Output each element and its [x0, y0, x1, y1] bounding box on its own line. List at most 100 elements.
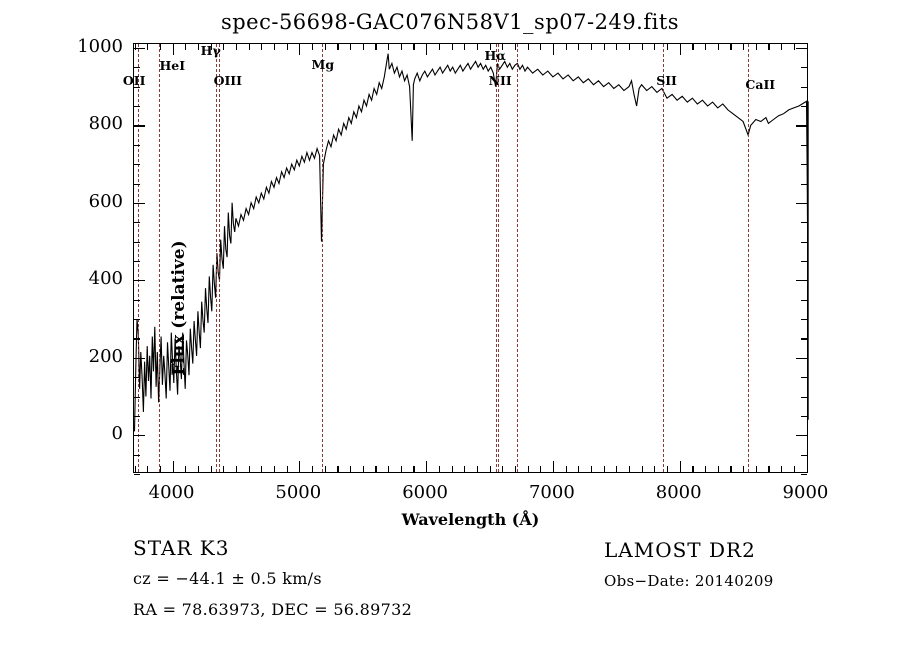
tick-mark	[438, 466, 440, 472]
tick-mark	[299, 461, 301, 472]
spectral-line-label-hγ: Hγ	[200, 43, 221, 58]
tick-mark	[185, 44, 187, 50]
tick-mark	[514, 466, 517, 472]
tick-mark	[717, 44, 719, 50]
tick-mark	[134, 435, 145, 437]
tick-mark	[134, 357, 145, 359]
tick-mark	[235, 44, 238, 50]
tick-mark	[312, 466, 314, 472]
tick-mark	[796, 47, 807, 50]
tick-mark	[578, 466, 580, 472]
tick-mark	[476, 466, 478, 472]
tick-mark	[793, 44, 795, 50]
tick-mark	[400, 466, 402, 472]
object-class-text: STAR K3	[133, 536, 230, 560]
tick-mark	[134, 164, 140, 166]
spectral-line-nii-marker	[495, 44, 497, 472]
spectral-line-label-hei: HeI	[159, 58, 186, 73]
page-title: spec-56698-GAC076N58V1_sp07-249.fits	[220, 10, 680, 34]
tick-mark	[527, 44, 529, 50]
tick-mark	[801, 222, 807, 224]
tick-mark	[185, 466, 187, 472]
spectral-line-label-oiii: OIII	[213, 73, 242, 88]
tick-mark	[413, 466, 415, 472]
x-tick-label-9000: 9000	[782, 482, 829, 503]
spectral-line-label-oii: OII	[122, 73, 146, 88]
spectral-line-sii-marker	[663, 44, 665, 472]
tick-mark	[134, 338, 140, 340]
tick-mark	[134, 377, 140, 379]
tick-mark	[248, 44, 250, 50]
spectral-line-hγ-marker	[215, 44, 217, 472]
tick-mark	[768, 44, 770, 50]
spectral-line-mg-marker	[321, 44, 323, 472]
tick-mark	[400, 44, 402, 50]
tick-mark	[172, 461, 174, 472]
tick-mark	[565, 44, 567, 50]
tick-mark	[565, 466, 567, 472]
tick-mark	[514, 44, 517, 50]
spectral-line-label-mg: Mg	[311, 57, 335, 72]
y-axis-label: Flux (relative)	[169, 240, 189, 376]
tick-mark	[147, 466, 149, 472]
tick-mark	[375, 44, 377, 50]
tick-mark	[667, 44, 669, 50]
x-tick-label-7000: 7000	[528, 482, 575, 503]
tick-mark	[134, 106, 140, 108]
tick-mark	[801, 474, 807, 476]
tick-mark	[590, 466, 593, 472]
spectral-line-oii-marker	[137, 44, 139, 472]
tick-mark	[159, 466, 162, 472]
y-tick-label-1000: 1000	[77, 35, 123, 57]
tick-mark	[801, 338, 807, 340]
tick-mark	[134, 183, 140, 185]
tick-mark	[134, 86, 140, 88]
spectrum-plot-area	[133, 43, 809, 476]
tick-mark	[337, 466, 339, 472]
tick-mark	[801, 299, 807, 301]
tick-mark	[134, 144, 140, 146]
tick-mark	[134, 67, 140, 69]
obs-date-text: Obs−Date: 20140209	[604, 572, 774, 590]
tick-mark	[274, 44, 276, 50]
tick-mark	[476, 44, 478, 50]
spectrum-flux-curve	[134, 53, 809, 432]
y-tick-label-600: 600	[88, 190, 123, 212]
tick-mark	[426, 461, 428, 472]
tick-mark	[197, 44, 200, 50]
tick-mark	[134, 454, 140, 456]
tick-mark	[274, 466, 276, 472]
tick-mark	[134, 44, 136, 50]
tick-mark	[801, 319, 807, 321]
tick-mark	[540, 466, 542, 472]
tick-mark	[781, 44, 783, 50]
tick-mark	[768, 466, 770, 472]
tick-mark	[679, 44, 681, 55]
tick-mark	[705, 44, 707, 50]
tick-mark	[134, 474, 140, 476]
redshift-velocity-text: cz = −44.1 ± 0.5 km/s	[133, 569, 322, 588]
tick-mark	[781, 466, 783, 472]
spectral-line-label-caii: CaII	[745, 77, 776, 92]
tick-mark	[134, 47, 145, 50]
tick-mark	[755, 44, 757, 50]
tick-mark	[134, 396, 140, 398]
spectral-line-hα-marker	[497, 44, 499, 472]
tick-mark	[801, 164, 807, 166]
tick-mark	[616, 44, 618, 50]
tick-mark	[235, 466, 238, 472]
tick-mark	[502, 44, 504, 50]
tick-mark	[134, 415, 140, 418]
tick-mark	[801, 144, 807, 146]
tick-mark	[801, 183, 807, 185]
tick-mark	[654, 466, 656, 472]
tick-mark	[801, 67, 807, 69]
tick-mark	[134, 280, 145, 282]
tick-mark	[464, 44, 466, 50]
tick-mark	[603, 466, 605, 472]
tick-mark	[801, 377, 807, 379]
tick-mark	[134, 125, 145, 127]
spectral-line-label-nii: NII	[488, 73, 512, 88]
spectral-line-label-sii: SII	[656, 73, 677, 88]
tick-mark	[261, 466, 263, 472]
